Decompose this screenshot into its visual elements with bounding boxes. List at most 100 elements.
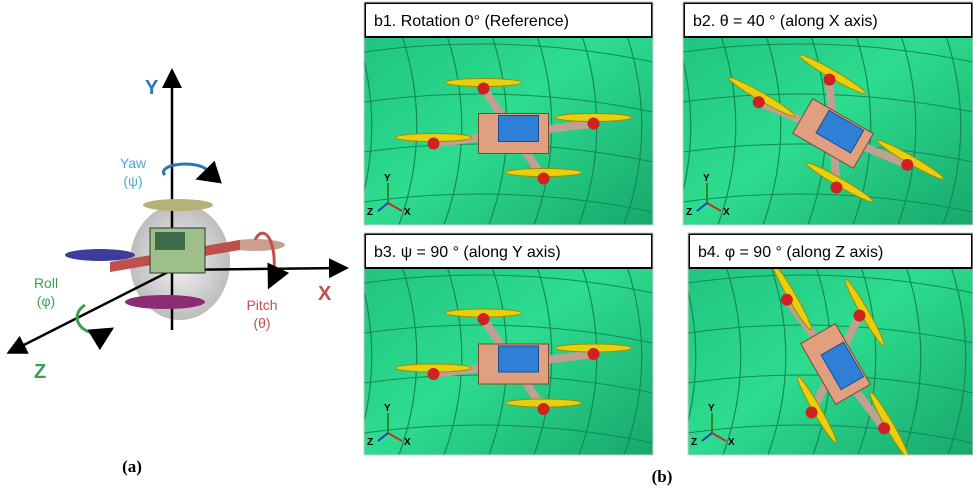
triad-label: Y: [703, 173, 710, 184]
triad-label: Y: [708, 403, 715, 414]
scene: [364, 233, 653, 455]
view: Y Z Xb2. θ = 40 ° (along X axis): [682, 1, 973, 226]
rotation-name: Yaw: [120, 155, 147, 171]
view: Y Z Xb1. Rotation 0° (Reference): [363, 1, 654, 226]
axis-label: Z: [34, 361, 46, 383]
view: Y Z Xb4. φ = 90 ° (along Z axis): [687, 232, 973, 456]
rotation-symbol: (ψ): [123, 173, 142, 189]
motor: [805, 406, 818, 419]
caption: (a): [122, 457, 142, 476]
triad-label: X: [404, 437, 411, 448]
battery: [815, 109, 865, 154]
triad-label: X: [723, 207, 730, 218]
motor: [823, 73, 836, 86]
label-box: [364, 2, 653, 38]
battery: [820, 341, 865, 391]
frame: [682, 1, 973, 226]
triad-z: [377, 202, 389, 212]
triad-label: Z: [691, 437, 697, 448]
mesh-line: [364, 43, 653, 63]
view-label: b4. φ = 90 ° (along Z axis): [698, 244, 883, 261]
view: Y Z Xb3. ψ = 90 ° (along Y axis): [363, 232, 654, 456]
mesh-line: [364, 274, 653, 294]
rotation-name: Pitch: [246, 297, 277, 313]
motor: [587, 348, 600, 360]
view-label: b2. θ = 40 ° (along X axis): [693, 13, 878, 30]
triad-label: X: [404, 207, 411, 218]
mesh-line: [688, 324, 973, 344]
yaw-arrow: [161, 160, 222, 184]
propeller: [125, 295, 205, 309]
rotation-name: Roll: [34, 275, 58, 291]
motor: [537, 403, 550, 415]
triad-label: Z: [367, 207, 373, 218]
roll-arrow: [75, 303, 115, 351]
mesh-line: [364, 324, 653, 344]
motor: [537, 172, 550, 185]
label-box: [688, 233, 973, 269]
triad-z: [701, 432, 713, 442]
axis-label: X: [318, 283, 332, 305]
label-box: [364, 233, 653, 269]
drone: [772, 263, 910, 455]
label-box: [683, 2, 973, 38]
battery: [498, 345, 539, 373]
motor: [427, 137, 440, 150]
mesh-line: [364, 93, 653, 113]
triad-z: [696, 202, 708, 212]
mesh-line: [683, 193, 973, 213]
triad-label: X: [728, 437, 735, 448]
mesh-line: [364, 57, 373, 194]
triad-x: [387, 432, 403, 442]
mesh-line: [688, 288, 697, 424]
rotation-symbol: (θ): [253, 315, 270, 331]
triad-label: Z: [686, 207, 692, 218]
mesh-line: [683, 57, 692, 194]
scene: [364, 2, 653, 225]
motor: [427, 368, 440, 380]
propeller: [143, 199, 213, 211]
triad-x: [706, 202, 722, 212]
axis-label: Y: [145, 77, 159, 99]
frame: [687, 232, 973, 456]
motor: [587, 117, 600, 130]
motor: [830, 181, 843, 194]
triad-label: Y: [384, 173, 391, 184]
triad-x: [711, 432, 727, 442]
panel-b: Y Z Xb1. Rotation 0° (Reference) Y Z Xb2. θ =…: [363, 1, 973, 456]
frame: [363, 1, 654, 226]
view-label: b1. Rotation 0° (Reference): [374, 13, 569, 30]
panel-a: Y X Z Yaw (ψ) Roll (φ) Pitch (θ) (a): [6, 68, 349, 476]
mesh-line: [683, 43, 973, 63]
caption: (b): [652, 467, 673, 486]
body-top: [155, 232, 185, 250]
battery: [498, 115, 539, 142]
motor: [477, 82, 490, 95]
motor: [878, 422, 891, 435]
rotation-symbol: (φ): [37, 293, 55, 309]
motor: [780, 293, 793, 306]
triad-label: Z: [367, 437, 373, 448]
pitch-arrow: [253, 231, 290, 290]
motor: [752, 96, 765, 109]
mesh-line: [364, 288, 373, 424]
mesh-line: [364, 193, 653, 213]
mesh-line: [688, 274, 973, 294]
drone: [728, 54, 944, 203]
scene: [683, 2, 973, 225]
motor: [477, 313, 490, 325]
mesh-line: [364, 424, 653, 444]
triad-x: [387, 202, 403, 212]
mesh-line: [688, 424, 973, 444]
propeller: [65, 249, 135, 261]
scene: [688, 233, 973, 455]
z-axis: [6, 268, 173, 354]
triad-z: [377, 432, 389, 442]
drone: [395, 308, 632, 415]
view-label: b3. ψ = 90 ° (along Y axis): [374, 244, 561, 261]
drone: [395, 78, 632, 185]
motor: [901, 158, 914, 171]
triad-label: Y: [384, 403, 391, 414]
frame: [363, 232, 654, 456]
